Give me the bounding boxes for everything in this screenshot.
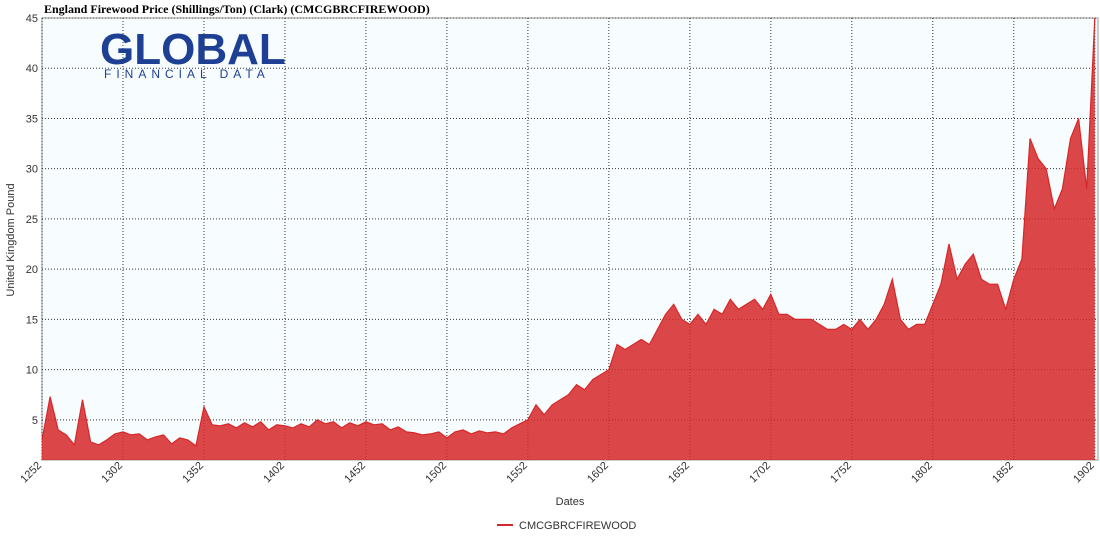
series-line (41, 17, 1096, 447)
logo-tagline: FINANCIAL DATA (104, 67, 270, 81)
y-tick-label: 35 (26, 113, 38, 125)
logo-name: GLOBAL (100, 25, 286, 74)
chart-title: England Firewood Price (Shillings/Ton) (… (44, 2, 430, 16)
legend: CMCGBRCFIREWOOD (497, 520, 636, 532)
area-fill (42, 18, 1095, 460)
x-axis-label: Dates (556, 496, 585, 508)
y-tick-label: 45 (26, 13, 38, 25)
y-tick-label: 20 (26, 264, 38, 276)
y-tick-label: 15 (26, 314, 38, 326)
y-axis-label: United Kingdom Pound (5, 183, 17, 296)
y-tick-label: 25 (26, 214, 38, 226)
y-tick-label: 10 (26, 365, 38, 377)
legend-label: CMCGBRCFIREWOOD (519, 520, 636, 532)
y-tick-label: 30 (26, 164, 38, 176)
y-tick-label: 40 (26, 63, 38, 75)
y-tick-label: 5 (32, 415, 38, 427)
